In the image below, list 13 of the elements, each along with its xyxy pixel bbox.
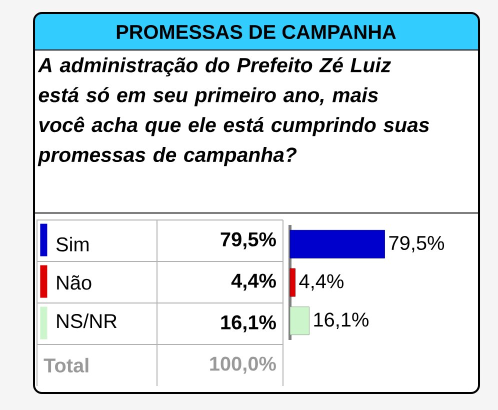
- text: 79,5%: [389, 236, 444, 252]
- text: 4,4%: [299, 274, 344, 291]
- chart-title: PROMESSAS DE CAMPANHA: [116, 24, 396, 40]
- data-label: 4,4%: [231, 274, 276, 291]
- text: 100,0%: [210, 356, 276, 374]
- y-tick-label: NS/NR: [57, 314, 117, 328]
- y-tick-label: Não: [57, 275, 92, 290]
- data-label: 16,1%: [221, 315, 276, 332]
- text: Total: [44, 358, 88, 373]
- y-tick-label: Sim: [56, 236, 89, 252]
- data-label: 79,5%: [220, 232, 276, 250]
- text: 16,1%: [314, 312, 368, 330]
- chart-subtitle: A administração do Prefeito Zé Luiz está só em seu primeiro ano, mais você acha que ele está cumprindo suas promessas de campanha?: [38, 57, 430, 166]
